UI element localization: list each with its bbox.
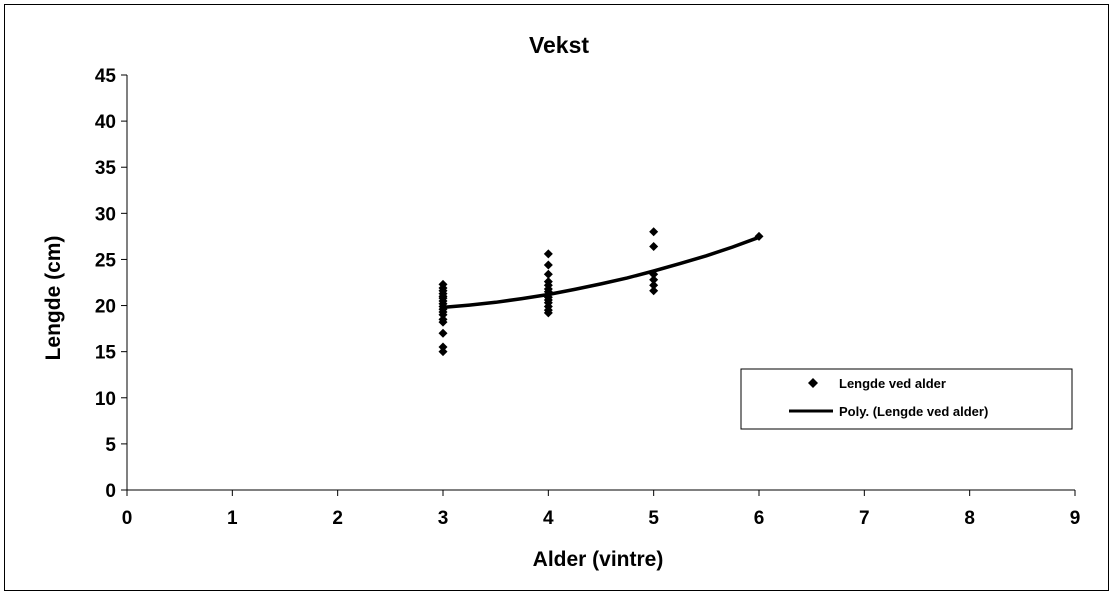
data-point [649, 242, 659, 252]
data-point [543, 260, 553, 270]
x-tick-label: 8 [964, 508, 975, 529]
legend-marker-diamond [808, 378, 818, 388]
y-tick-label: 10 [95, 389, 116, 410]
series-layer [438, 227, 764, 357]
y-tick-label: 45 [95, 66, 117, 87]
x-tick-label: 6 [754, 508, 765, 529]
data-point [438, 279, 448, 289]
y-tick-label: 0 [105, 481, 116, 502]
data-point [543, 249, 553, 259]
x-tick-label: 5 [648, 508, 659, 529]
data-point [438, 347, 448, 357]
data-point [438, 328, 448, 338]
chart-title: Vekst [529, 32, 589, 58]
legend: Lengde ved alder Poly. (Lengde ved alder… [740, 368, 1073, 430]
x-tick-label: 2 [332, 508, 343, 529]
x-tick-label: 7 [859, 508, 870, 529]
x-tick-label: 9 [1070, 508, 1081, 529]
y-tick-label: 15 [95, 343, 117, 364]
data-point [543, 269, 553, 279]
data-point [649, 280, 659, 290]
y-tick-label: 25 [95, 250, 117, 271]
y-tick-label: 30 [95, 204, 116, 225]
x-tick-label: 0 [122, 508, 133, 529]
legend-box [740, 368, 1073, 430]
trendline [442, 235, 760, 310]
data-point [543, 277, 553, 287]
y-tick-label: 5 [105, 435, 116, 456]
data-point [649, 227, 659, 237]
y-tick-label: 20 [95, 297, 116, 318]
data-point [438, 342, 448, 352]
y-tick-label: 35 [95, 158, 117, 179]
y-tick-label: 40 [95, 112, 116, 133]
data-point [438, 314, 448, 324]
chart-frame [4, 4, 1109, 591]
y-axis-label: Lengde (cm) [42, 236, 65, 361]
x-tick-label: 1 [227, 508, 238, 529]
x-tick-label: 3 [438, 508, 449, 529]
legend-entry-scatter: Lengde ved alder [839, 376, 946, 391]
legend-entry-trendline: Poly. (Lengde ved alder) [839, 404, 988, 419]
x-axis-label: Alder (vintre) [533, 548, 664, 571]
data-point [649, 275, 659, 285]
x-tick-label: 4 [543, 508, 554, 529]
data-point [649, 286, 659, 296]
